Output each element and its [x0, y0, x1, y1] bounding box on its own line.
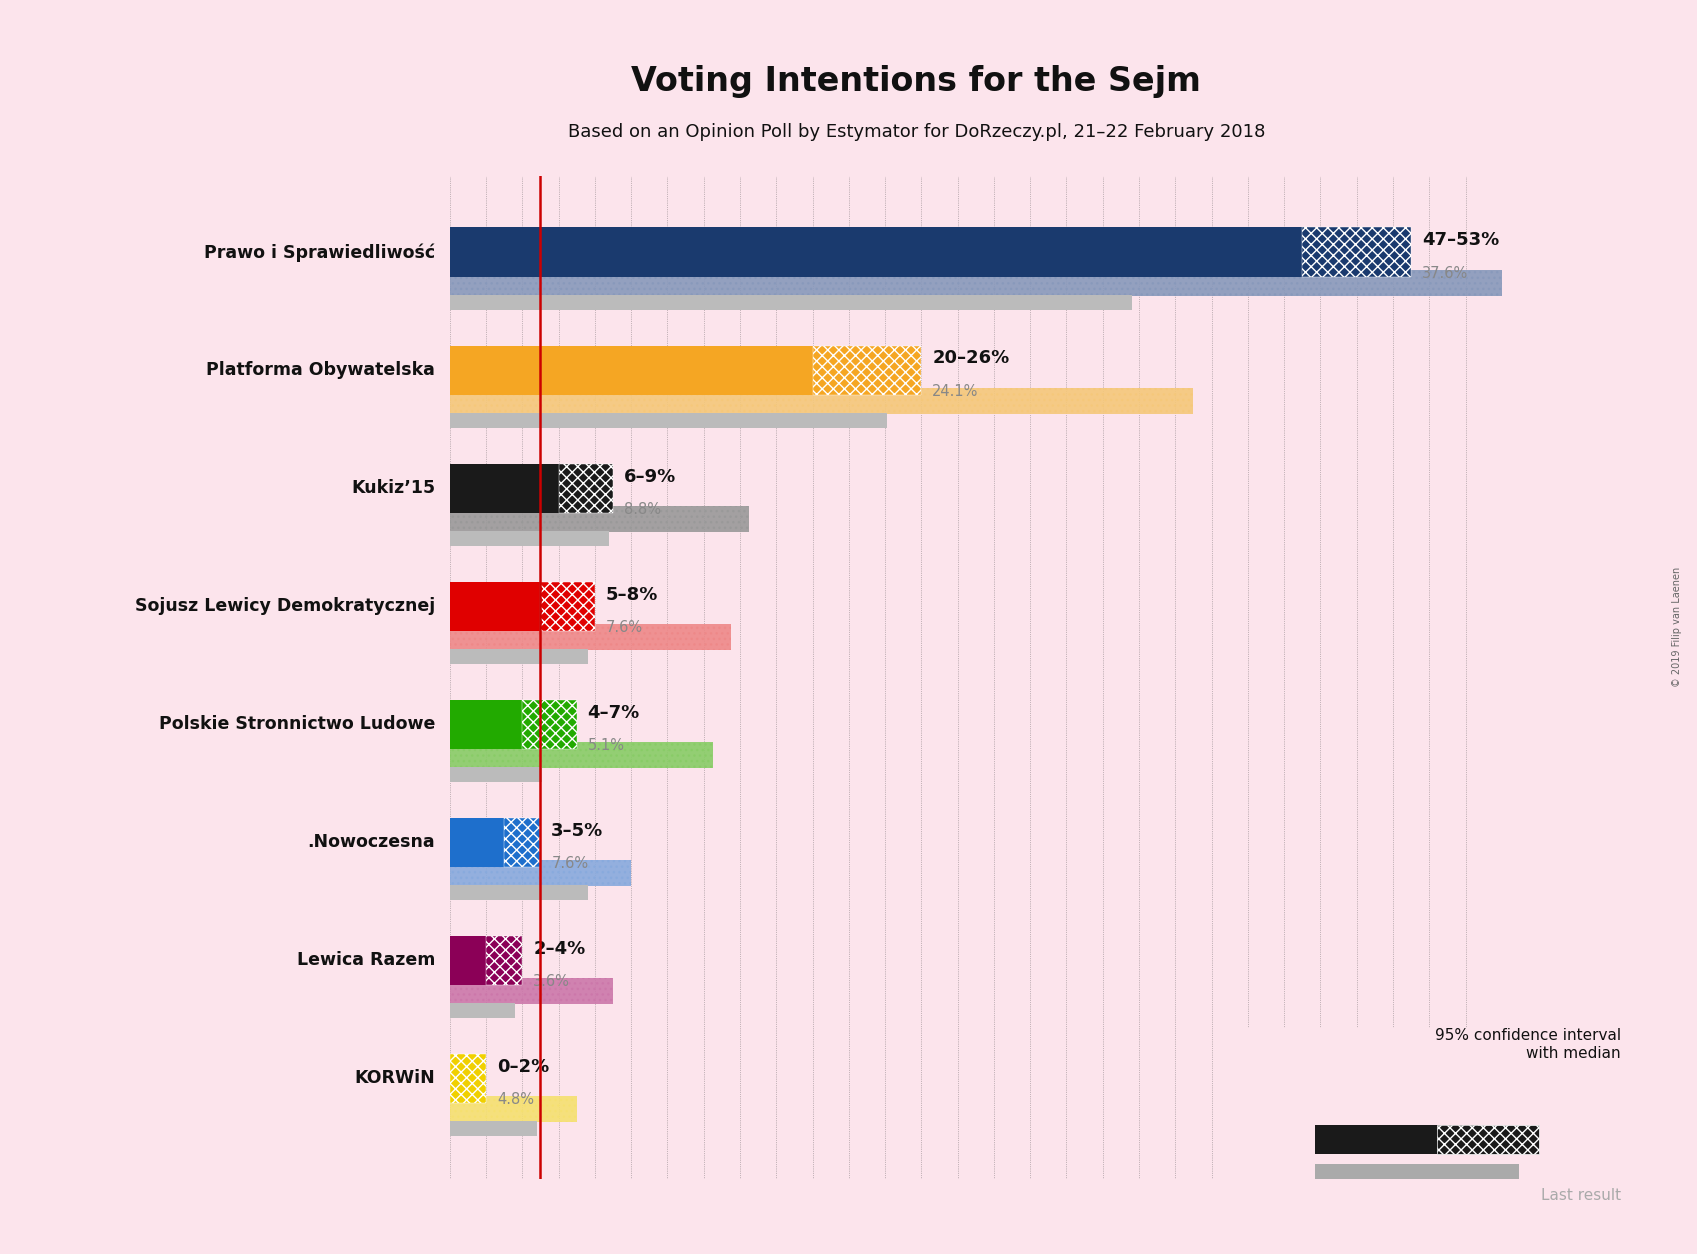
- Text: Last result: Last result: [1541, 1188, 1621, 1203]
- Bar: [450, 346, 813, 395]
- Bar: [450, 885, 587, 900]
- Bar: [558, 464, 613, 513]
- Bar: [450, 935, 485, 986]
- Text: © 2019 Filip van Laenen: © 2019 Filip van Laenen: [1672, 567, 1682, 687]
- Bar: [523, 700, 577, 749]
- Bar: [1302, 227, 1412, 277]
- Bar: [1315, 1125, 1478, 1154]
- Text: 2–4%: 2–4%: [533, 939, 585, 958]
- Bar: [450, 387, 1193, 414]
- Text: 3–5%: 3–5%: [552, 821, 604, 840]
- Bar: [450, 582, 540, 631]
- Bar: [813, 346, 921, 395]
- Bar: [450, 767, 543, 782]
- Text: Sojusz Lewicy Demokratycznej: Sojusz Lewicy Demokratycznej: [136, 597, 434, 616]
- Text: 8.8%: 8.8%: [624, 502, 660, 517]
- Text: 5.1%: 5.1%: [587, 739, 624, 754]
- Text: 37.6%: 37.6%: [1422, 266, 1468, 281]
- Text: 4–7%: 4–7%: [587, 703, 640, 721]
- Text: KORWiN: KORWiN: [355, 1070, 434, 1087]
- Bar: [1437, 1125, 1539, 1154]
- Text: 7.6%: 7.6%: [552, 856, 589, 872]
- Text: 24.1%: 24.1%: [932, 384, 979, 399]
- Text: 4.8%: 4.8%: [497, 1092, 535, 1107]
- Bar: [504, 818, 540, 868]
- Text: Platforma Obywatelska: Platforma Obywatelska: [207, 361, 434, 379]
- Bar: [450, 295, 1132, 310]
- Bar: [450, 530, 609, 547]
- Bar: [450, 742, 713, 769]
- Text: Prawo i Sprawiedliwość: Prawo i Sprawiedliwość: [204, 243, 434, 262]
- Text: 47–53%: 47–53%: [1422, 232, 1498, 250]
- Bar: [450, 1096, 577, 1122]
- Bar: [450, 700, 523, 749]
- Bar: [450, 860, 631, 887]
- Bar: [450, 818, 504, 868]
- Bar: [450, 464, 558, 513]
- Bar: [450, 1053, 485, 1104]
- Bar: [1315, 1164, 1519, 1179]
- Text: Based on an Opinion Poll by Estymator for DoRzeczy.pl, 21–22 February 2018: Based on an Opinion Poll by Estymator fo…: [568, 123, 1264, 140]
- Bar: [485, 935, 523, 986]
- Bar: [450, 413, 888, 428]
- Bar: [450, 624, 731, 650]
- Text: Voting Intentions for the Sejm: Voting Intentions for the Sejm: [631, 65, 1201, 98]
- Bar: [450, 1003, 514, 1018]
- Bar: [450, 978, 613, 1004]
- Bar: [450, 507, 748, 532]
- Text: 95% confidence interval
with median: 95% confidence interval with median: [1434, 1028, 1621, 1061]
- Bar: [450, 1121, 536, 1136]
- Text: 6–9%: 6–9%: [624, 468, 675, 485]
- Text: Kukiz’15: Kukiz’15: [351, 479, 434, 498]
- Text: Lewica Razem: Lewica Razem: [297, 952, 434, 969]
- Text: 3.6%: 3.6%: [533, 974, 570, 989]
- Text: Polskie Stronnictwo Ludowe: Polskie Stronnictwo Ludowe: [160, 715, 434, 734]
- Text: 5–8%: 5–8%: [606, 586, 658, 603]
- Bar: [450, 648, 587, 665]
- Text: 7.6%: 7.6%: [606, 619, 643, 635]
- Bar: [450, 227, 1302, 277]
- Text: .Nowoczesna: .Nowoczesna: [307, 834, 434, 851]
- Bar: [450, 270, 1502, 296]
- Bar: [540, 582, 596, 631]
- Text: 0–2%: 0–2%: [497, 1057, 550, 1076]
- Text: 20–26%: 20–26%: [932, 350, 1010, 367]
